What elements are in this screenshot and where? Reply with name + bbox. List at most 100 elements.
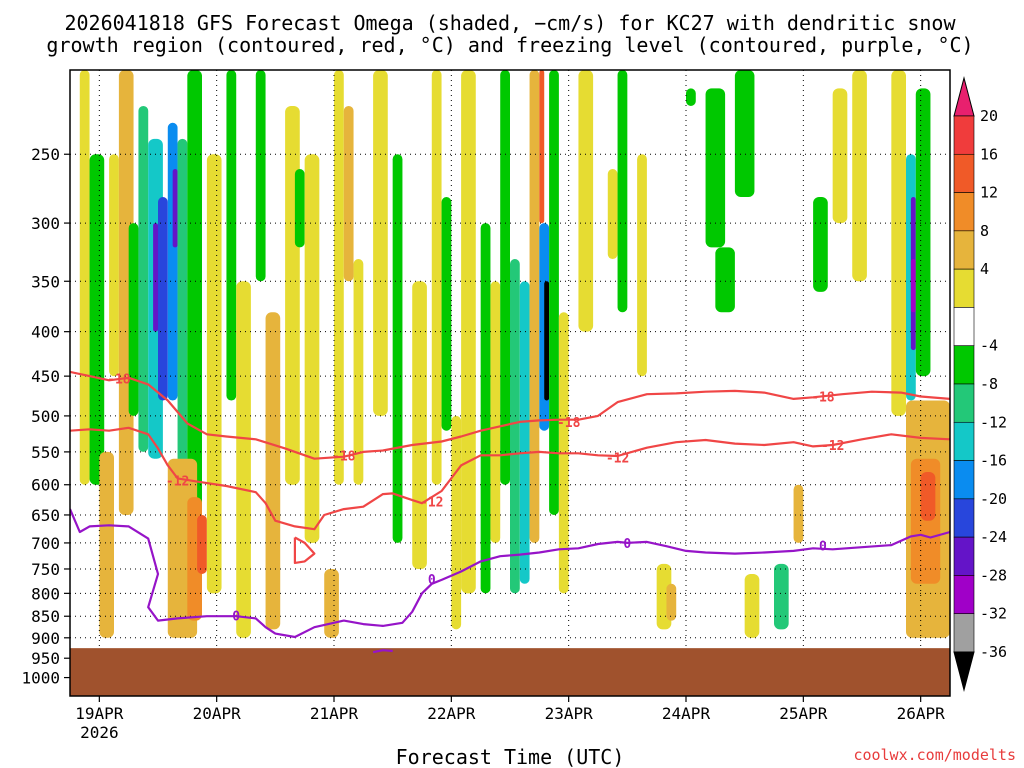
omega-region-44 <box>544 281 550 401</box>
y-tick-label-800: 800 <box>31 584 60 603</box>
omega-region-16 <box>197 514 207 574</box>
colorbar-label-12: -32 <box>980 605 1007 623</box>
omega-region-6 <box>138 105 149 452</box>
chart-title-line-2: growth region (contoured, red, °C) and f… <box>46 33 973 57</box>
y-tick-label-750: 750 <box>31 560 60 579</box>
omega-region-23 <box>294 169 305 248</box>
colorbar-label-11: -28 <box>980 566 1007 584</box>
contour-label-dgz-top-minus18-0: -18 <box>107 373 131 388</box>
colorbar-swatch-4 <box>953 268 975 308</box>
colorbar-label-3: 8 <box>980 222 989 240</box>
colorbar-label-13: -36 <box>980 643 1007 661</box>
omega-region-66 <box>910 259 916 313</box>
colorbar-swatch-13 <box>953 613 975 653</box>
contour-label-freezing-level-0c-3: 0 <box>819 540 827 555</box>
omega-region-9 <box>158 197 168 401</box>
y-tick-label-500: 500 <box>31 407 60 426</box>
omega-region-61 <box>832 88 848 224</box>
colorbar-swatch-0 <box>953 115 975 155</box>
x-tick-label-22apr: 22APR <box>427 704 476 723</box>
x-tick-label-19apr: 19APR <box>75 704 124 723</box>
y-tick-label-1000: 1000 <box>21 669 60 688</box>
colorbar-label-7: -12 <box>980 413 1007 431</box>
omega-region-56 <box>734 70 755 198</box>
plot-frame <box>69 69 951 697</box>
colorbar-swatch-12 <box>953 575 975 615</box>
colorbar-swatch-9 <box>953 460 975 500</box>
colorbar-swatch-6 <box>953 345 975 385</box>
colorbar-swatch-3 <box>953 230 975 270</box>
chart-title-line-1: 2026041818 GFS Forecast Omega (shaded, −… <box>64 11 956 35</box>
x-tick-label-21apr: 21APR <box>310 704 359 723</box>
omega-region-36 <box>480 223 491 594</box>
omega-region-41 <box>529 70 540 543</box>
contour-freezing-bottom-trace <box>372 649 393 654</box>
contour-label-dgz-top-minus18-3: -18 <box>811 391 835 406</box>
omega-region-33 <box>441 197 452 431</box>
contour-freezing-level-0c <box>70 508 950 639</box>
contour-dgz-top-minus18 <box>70 370 950 460</box>
x-tick-label-26apr: 26APR <box>897 704 946 723</box>
omega-region-62 <box>852 70 867 282</box>
colorbar: 20 16 12 8 4 -4 -8 -12 -16 -20 -24 -28 -32 -36 <box>953 76 1007 692</box>
omega-region-12 <box>177 138 188 485</box>
omega-region-45 <box>549 70 559 515</box>
y-tick-label-900: 900 <box>31 629 60 648</box>
omega-region-5 <box>128 223 139 416</box>
y-axis: 250 300 350 400 450 500 550 600 650 700 750 800 850 9… <box>21 145 70 688</box>
colorbar-swatch-1 <box>953 153 975 193</box>
omega-region-29 <box>373 70 388 416</box>
omega-region-35 <box>461 70 476 594</box>
colorbar-label-9: -20 <box>980 490 1007 508</box>
x-tick-label-24apr: 24APR <box>662 704 711 723</box>
colorbar-label-8: -16 <box>980 452 1007 470</box>
omega-region-32 <box>431 70 442 485</box>
contour-dgz-bottom-minus12 <box>70 426 950 531</box>
colorbar-label-2: 12 <box>980 184 998 202</box>
omega-region-63 <box>891 70 906 416</box>
contour-label-freezing-level-0c-0: 0 <box>232 609 240 624</box>
y-tick-label-350: 350 <box>31 272 60 291</box>
y-tick-label-850: 850 <box>31 607 60 626</box>
omega-region-19 <box>236 281 251 638</box>
omega-region-47 <box>578 70 594 332</box>
omega-region-31 <box>412 281 427 569</box>
omega-region-40 <box>519 281 530 584</box>
x-tick-sublabel-19apr: 2026 <box>80 723 119 742</box>
omega-region-50 <box>637 154 647 377</box>
omega-region-37 <box>490 281 501 543</box>
y-tick-label-450: 450 <box>31 367 60 386</box>
omega-region-26 <box>334 70 344 485</box>
omega-region-42 <box>539 70 545 224</box>
x-tick-label-23apr: 23APR <box>545 704 594 723</box>
contour-label-dgz-bottom-minus12-2: -12 <box>606 451 629 466</box>
y-tick-label-300: 300 <box>31 214 60 233</box>
omega-region-52 <box>666 583 677 621</box>
colorbar-swatch-2 <box>953 192 975 232</box>
omega-region-25 <box>324 568 339 638</box>
contour-label-dgz-bottom-minus12-1: -12 <box>420 495 443 510</box>
omega-region-67 <box>915 88 931 377</box>
y-tick-label-700: 700 <box>31 534 60 553</box>
y-tick-label-400: 400 <box>31 323 60 342</box>
x-axis-title: Forecast Time (UTC) <box>396 745 625 768</box>
contour-dgz-small-loop <box>293 536 316 564</box>
colorbar-label-5: -4 <box>980 337 998 355</box>
contour-label-freezing-level-0c-1: 0 <box>428 573 436 588</box>
colorbar-swatch-11 <box>953 536 975 576</box>
y-tick-label-600: 600 <box>31 476 60 495</box>
omega-region-30 <box>392 154 403 543</box>
colorbar-label-0: 20 <box>980 107 998 125</box>
omega-region-58 <box>774 563 789 630</box>
contours: -18 -18 -18 -18 -12 -12 -12 -12 0 0 0 0 <box>70 370 950 654</box>
omega-region-60 <box>813 197 828 292</box>
ground-fill <box>70 648 950 696</box>
omega-region-24 <box>304 154 320 543</box>
colorbar-swatch-5 <box>953 307 975 347</box>
colorbar-label-10: -24 <box>980 528 1007 546</box>
omega-region-54 <box>705 88 726 248</box>
omega-region-55 <box>715 247 735 313</box>
omega-region-20 <box>255 70 266 282</box>
colorbar-bottom-arrow <box>953 651 975 692</box>
